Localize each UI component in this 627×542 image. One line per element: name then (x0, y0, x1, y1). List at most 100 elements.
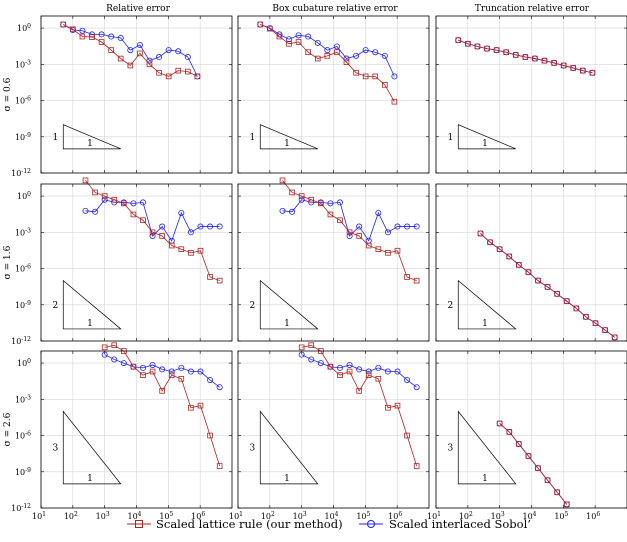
legend: Scaled lattice rule (our method) Scaled … (127, 517, 531, 531)
slope-triangle-rise-label: 2 (53, 301, 59, 311)
y-tick-label: 10-12 (11, 503, 31, 513)
data-point-lattice (346, 368, 353, 375)
data-point-lattice (279, 177, 286, 184)
data-point-lattice (496, 420, 503, 427)
data-point-sobol (197, 223, 204, 230)
data-point-lattice (362, 73, 369, 80)
data-point-lattice (117, 55, 124, 62)
data-point-lattice (207, 432, 213, 439)
data-point-lattice (592, 320, 599, 326)
data-point-sobol (333, 43, 340, 50)
data-point-lattice (525, 269, 532, 275)
data-point-lattice (465, 40, 471, 47)
row-labels: σ = 0.6 σ = 1.6 σ = 2.6 (3, 77, 13, 446)
data-point-lattice (484, 45, 490, 52)
column-title: Truncation relative error (475, 4, 590, 14)
data-point-sobol (413, 384, 420, 391)
legend-label-sobol: Scaled interlaced Sobol’ (389, 517, 531, 531)
data-point-sobol (327, 200, 334, 207)
panel: 12 (435, 183, 627, 342)
data-point-lattice (137, 50, 143, 57)
data-point-sobol (79, 27, 86, 34)
data-point-sobol (305, 33, 312, 40)
data-point-lattice (560, 62, 567, 69)
x-tick-label: 101 (229, 511, 243, 521)
data-point-lattice (197, 247, 204, 254)
data-point-lattice (121, 200, 127, 207)
slope-triangle-rise-label: 2 (250, 301, 256, 311)
y-tick-label: 100 (17, 23, 31, 33)
data-point-lattice (563, 298, 570, 304)
y-tick-label: 10-3 (15, 59, 31, 69)
data-point-lattice (216, 277, 223, 284)
data-point-lattice (257, 21, 264, 28)
data-point-lattice (353, 69, 359, 76)
slope-triangle-run-label: 1 (482, 474, 488, 484)
data-point-lattice (570, 65, 577, 71)
data-point-lattice (506, 429, 513, 435)
panel: 1 3 10-12 10-9 10-6 10-3 100 101 102 103 104 105 106 (11, 342, 233, 521)
series-line-lattice (282, 180, 417, 281)
data-point-lattice (178, 246, 185, 252)
data-point-lattice (535, 465, 541, 471)
data-point-lattice (372, 73, 379, 80)
y-tick-label: 10-9 (15, 132, 31, 142)
data-point-lattice (385, 250, 391, 256)
data-point-lattice (168, 242, 175, 249)
data-point-sobol (346, 361, 353, 368)
y-tick-label: 10-9 (15, 300, 31, 310)
data-point-lattice (544, 284, 551, 290)
data-point-lattice (375, 375, 382, 382)
data-point-sobol (120, 360, 127, 367)
data-point-lattice (276, 33, 283, 40)
data-point-sobol (159, 223, 166, 230)
data-point-lattice (298, 344, 305, 351)
data-point-lattice (92, 189, 98, 196)
x-tick-label: 106 (191, 511, 205, 521)
panel-frame (435, 183, 627, 342)
column-title: Relative error (106, 4, 170, 14)
data-point-lattice (305, 49, 311, 56)
data-point-sobol (187, 368, 194, 375)
data-point-sobol (136, 41, 143, 48)
series-line-sobol (301, 354, 417, 388)
series-line-sobol (260, 24, 395, 77)
legend-marker-sobol (367, 520, 375, 528)
data-point-lattice (327, 363, 334, 370)
data-point-sobol (149, 361, 156, 368)
legend-marker-lattice (135, 520, 143, 528)
data-point-sobol (343, 55, 350, 62)
slope-triangle-run-label: 1 (87, 319, 93, 329)
data-point-sobol (384, 368, 391, 375)
slope-triangle (62, 410, 122, 485)
data-point-sobol (404, 223, 411, 230)
row-label: σ = 2.6 (3, 412, 13, 446)
data-point-sobol (356, 223, 363, 230)
data-point-lattice (146, 61, 153, 68)
data-point-lattice (506, 253, 513, 260)
data-point-lattice (318, 200, 324, 207)
data-point-sobol (197, 368, 204, 375)
data-point-lattice (496, 246, 503, 252)
x-tick-label: 102 (459, 511, 473, 521)
data-point-sobol (216, 384, 223, 391)
slope-triangle-run-label: 1 (284, 319, 290, 329)
data-point-lattice (327, 211, 334, 218)
data-point-lattice (289, 189, 295, 196)
x-tick-label: 101 (32, 511, 46, 521)
data-point-sobol (381, 52, 388, 59)
data-point-sobol (336, 199, 343, 206)
data-point-lattice (391, 98, 398, 105)
data-point-lattice (140, 372, 146, 378)
data-point-sobol (146, 57, 153, 64)
data-point-lattice (551, 60, 557, 66)
data-point-sobol (117, 35, 124, 42)
data-point-sobol (317, 360, 324, 367)
panel: 11 (237, 15, 430, 174)
x-tick-label: 104 (324, 511, 338, 521)
data-point-lattice (308, 342, 315, 349)
data-point-lattice (554, 291, 560, 297)
data-point-lattice (394, 402, 401, 409)
y-tick-label: 10-6 (15, 431, 31, 441)
